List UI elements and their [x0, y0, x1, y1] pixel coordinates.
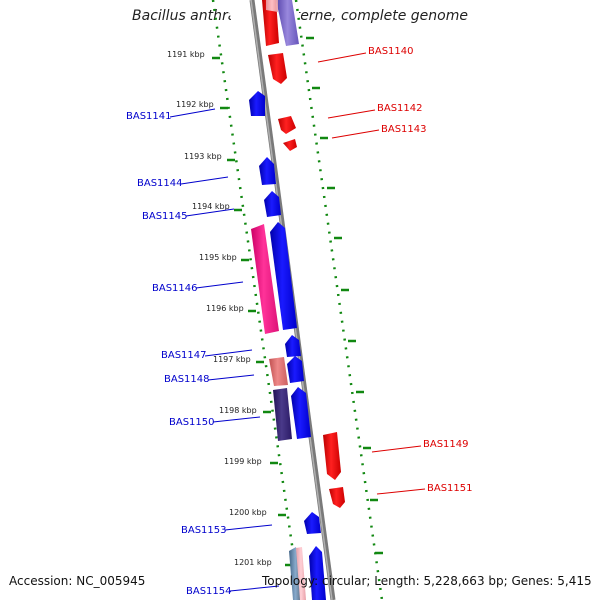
gene-feature[interactable] — [309, 546, 326, 600]
gene-feature[interactable] — [296, 547, 306, 600]
leader-line — [212, 416, 261, 423]
leader-line — [371, 445, 422, 453]
leader-line — [229, 585, 280, 592]
gene-label[interactable]: BAS1154 — [186, 586, 232, 597]
gene-label[interactable]: BAS1148 — [164, 374, 210, 385]
leader-line — [169, 108, 216, 118]
gene-feature[interactable] — [289, 547, 302, 600]
tick-label: 1197 kbp — [213, 355, 251, 364]
leader-line — [317, 52, 367, 63]
gene-label[interactable]: BAS1142 — [377, 103, 423, 114]
gene-label[interactable]: BAS1141 — [126, 111, 172, 122]
accession-label: Accession: NC_005945 — [9, 574, 146, 588]
gene-label[interactable]: BAS1144 — [137, 178, 183, 189]
gene-feature[interactable] — [285, 335, 301, 357]
gene-label[interactable]: BAS1153 — [181, 525, 227, 536]
leader-line — [195, 281, 244, 289]
gene-label[interactable]: BAS1146 — [152, 283, 198, 294]
gene-feature[interactable] — [268, 53, 287, 84]
gene-feature[interactable] — [266, 0, 278, 12]
feature-lane — [228, 0, 393, 600]
gene-label[interactable]: BAS1143 — [381, 124, 427, 135]
leader-line — [204, 349, 253, 357]
genome-summary: Topology: circular; Length: 5,228,663 bp… — [262, 574, 592, 588]
left-leader-lines — [169, 108, 280, 592]
gene-feature[interactable] — [276, 0, 299, 46]
gene-feature[interactable] — [262, 0, 279, 46]
tick-label: 1193 kbp — [184, 152, 222, 161]
tick-label: 1194 kbp — [192, 202, 230, 211]
leader-line — [180, 176, 229, 185]
gene-feature[interactable] — [264, 191, 281, 217]
right-leader-lines — [317, 52, 426, 495]
tick-label: 1192 kbp — [176, 100, 214, 109]
right-gene-labels: BAS1140 BAS1142 BAS1143 BAS1149 BAS1151 — [368, 46, 473, 494]
gene-feature[interactable] — [304, 512, 321, 534]
gene-label[interactable]: BAS1147 — [161, 350, 207, 361]
leader-line — [185, 208, 235, 217]
gene-feature[interactable] — [270, 222, 297, 330]
gene-feature[interactable] — [259, 157, 276, 185]
gene-feature[interactable] — [291, 387, 311, 439]
tick-label: 1201 kbp — [234, 558, 272, 567]
gene-feature[interactable] — [329, 487, 345, 508]
leader-line — [224, 524, 273, 531]
leader-line — [376, 488, 426, 495]
tick-label: 1199 kbp — [224, 457, 262, 466]
gene-feature[interactable] — [287, 356, 304, 383]
ruler-left-line — [211, 0, 302, 600]
gene-feature[interactable] — [269, 357, 288, 386]
gene-feature[interactable] — [278, 116, 296, 134]
leader-line — [327, 109, 376, 119]
tick-label: 1191 kbp — [167, 50, 205, 59]
gene-feature[interactable] — [249, 91, 265, 116]
ruler-right-line — [294, 0, 384, 600]
gene-feature[interactable] — [273, 388, 292, 441]
ruler-tick-labels: 1191 kbp 1192 kbp 1193 kbp 1194 kbp 1195… — [167, 50, 272, 567]
leader-line — [331, 129, 380, 139]
gene-feature[interactable] — [323, 432, 341, 480]
leader-line — [207, 374, 255, 381]
genome-title: Bacillus anthracis str. Sterne, complete… — [132, 8, 468, 24]
left-gene-labels: BAS1141 BAS1144 BAS1145 BAS1146 BAS1147 … — [126, 111, 232, 597]
gene-label[interactable]: BAS1150 — [169, 417, 215, 428]
gene-label[interactable]: BAS1145 — [142, 211, 188, 222]
tick-label: 1200 kbp — [229, 508, 267, 517]
gene-feature[interactable] — [251, 224, 279, 334]
gene-label[interactable]: BAS1151 — [427, 483, 473, 494]
gene-label[interactable]: BAS1140 — [368, 46, 414, 57]
ruler-major-ticks — [212, 36, 383, 567]
gene-label[interactable]: BAS1149 — [423, 439, 469, 450]
tick-label: 1198 kbp — [219, 406, 257, 415]
tick-label: 1195 kbp — [199, 253, 237, 262]
gene-feature[interactable] — [283, 139, 297, 151]
tick-label: 1196 kbp — [206, 304, 244, 313]
